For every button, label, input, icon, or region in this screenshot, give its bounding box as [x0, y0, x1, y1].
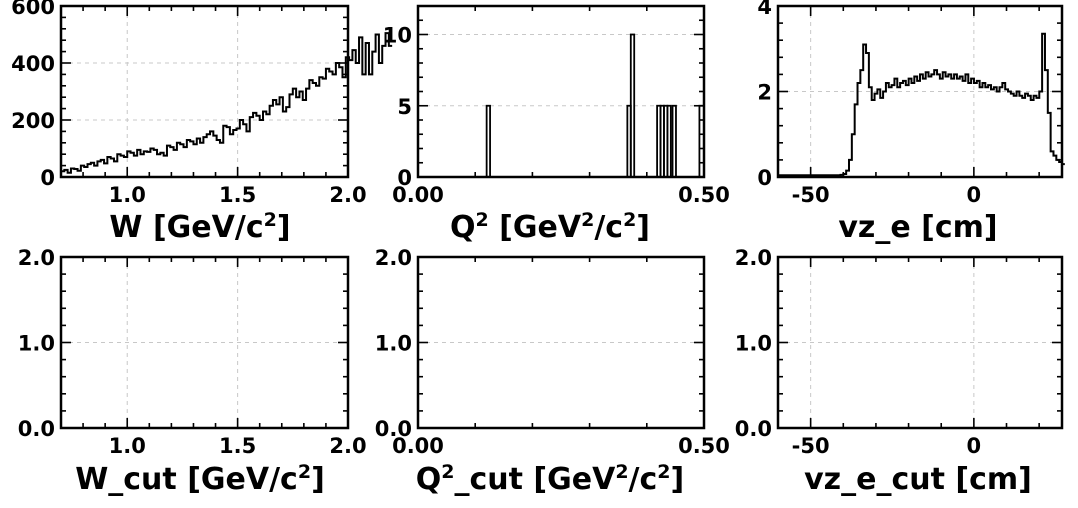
plot-frame	[416, 4, 706, 179]
y-tick-label: 5	[397, 95, 412, 119]
axis-title-part: /c	[629, 462, 658, 497]
plot-frame	[416, 255, 706, 430]
y-tick-label: 200	[11, 109, 55, 133]
x-tick-label: 0	[967, 434, 982, 458]
y-tick-label: 4	[757, 0, 772, 19]
x-axis-title: Q2 [GeV2/c2]	[450, 209, 650, 245]
axis-title-part: 2	[581, 209, 594, 231]
axis-title-part: 2	[476, 209, 489, 231]
axis-title-part: Q	[450, 210, 476, 245]
histogram-bar	[629, 33, 636, 178]
plot-frame	[59, 255, 350, 430]
y-tick-label: 2.0	[18, 246, 55, 270]
axis-title-part: [GeV	[489, 210, 582, 245]
x-tick-label: -50	[792, 434, 830, 458]
y-tick-label: 2	[757, 81, 772, 105]
axis-title-part: vz_e [cm]	[838, 210, 997, 245]
panel-vz-cut: -50 0 0.0 1.0 2.0 vz_e_cut [cm]	[735, 246, 1064, 497]
axis-title-part: _cut [GeV	[454, 462, 616, 497]
x-axis-title: vz_e_cut [cm]	[804, 462, 1032, 497]
y-tick-label: 0.0	[18, 417, 55, 441]
axis-title-part: 2	[623, 209, 636, 231]
x-tick-label: 1.0	[109, 183, 146, 207]
x-tick-label: 2.0	[329, 434, 366, 458]
axis-title-part: 2	[657, 461, 670, 483]
x-tick-label: 0.50	[678, 434, 730, 458]
y-tick-label: 2.0	[735, 246, 772, 270]
y-tick-label: 400	[11, 52, 55, 76]
histogram-bar	[666, 104, 672, 178]
y-tick-label: 1.0	[735, 332, 772, 356]
y-tick-label: 600	[11, 0, 55, 19]
axis-title-part: ]	[636, 210, 650, 245]
y-tick-label: 10	[383, 24, 412, 48]
axis-title-part: ]	[311, 462, 325, 497]
plot-frame	[776, 4, 1064, 179]
x-axis-title: W [GeV/c2]	[109, 209, 290, 245]
axis-title-part: Q	[416, 462, 442, 497]
panel-vz: -50 0 0 2 4 vz_e [cm]	[757, 0, 1065, 245]
axis-title-part: vz_e_cut [cm]	[804, 462, 1032, 497]
x-tick-label: 0.50	[678, 183, 730, 207]
axis-title-part: 2	[615, 461, 628, 483]
plot-frame	[59, 4, 350, 179]
y-tick-label: 0.0	[375, 417, 412, 441]
axis-title-part: 2	[441, 461, 454, 483]
x-axis-title: vz_e [cm]	[838, 210, 997, 245]
panel-w-cut: 1.0 1.5 2.00.01.02.0W_cut [GeV/c2]	[18, 246, 367, 497]
axis-title-part: ]	[277, 210, 291, 245]
axis-title-part: 2	[298, 461, 311, 483]
axis-title-part: W_cut [GeV/c	[75, 462, 298, 497]
x-tick-label: 0	[967, 183, 982, 207]
x-tick-label: 2.0	[329, 183, 366, 207]
histogram-line-vz	[778, 32, 1065, 177]
y-tick-label: 1.0	[375, 332, 412, 356]
axis-title-part: ]	[671, 462, 685, 497]
axis-title-part: /c	[594, 210, 623, 245]
histogram-bar	[671, 104, 677, 178]
x-tick-label: 0.00	[392, 434, 444, 458]
x-tick-label: 1.5	[219, 434, 256, 458]
y-tick-label: 2.0	[375, 246, 412, 270]
panel-q2-cut: 0.00 0.500.01.02.0Q2_cut [GeV2/c2]	[375, 246, 730, 497]
x-axis-title: Q2_cut [GeV2/c2]	[416, 461, 685, 497]
x-axis-title: W_cut [GeV/c2]	[75, 461, 325, 497]
panel-w: 1.0 1.5 2.0 0 200 400 600 W [GeV/c2]	[11, 0, 393, 245]
x-tick-label: 1.0	[109, 434, 146, 458]
x-tick-label: 1.5	[219, 183, 256, 207]
histogram-line-w	[61, 32, 393, 174]
axis-title-part: 2	[264, 209, 277, 231]
axis-title-part: W [GeV/c	[109, 210, 263, 245]
plot-frame	[776, 255, 1064, 430]
histogram-bar	[485, 104, 491, 178]
x-tick-label: 0.00	[392, 183, 444, 207]
y-tick-label: 0	[40, 166, 55, 190]
y-tick-label: 0	[397, 166, 412, 190]
y-tick-label: 0.0	[735, 417, 772, 441]
x-tick-label: -50	[792, 183, 830, 207]
y-tick-label: 0	[757, 166, 772, 190]
y-tick-label: 1.0	[18, 332, 55, 356]
